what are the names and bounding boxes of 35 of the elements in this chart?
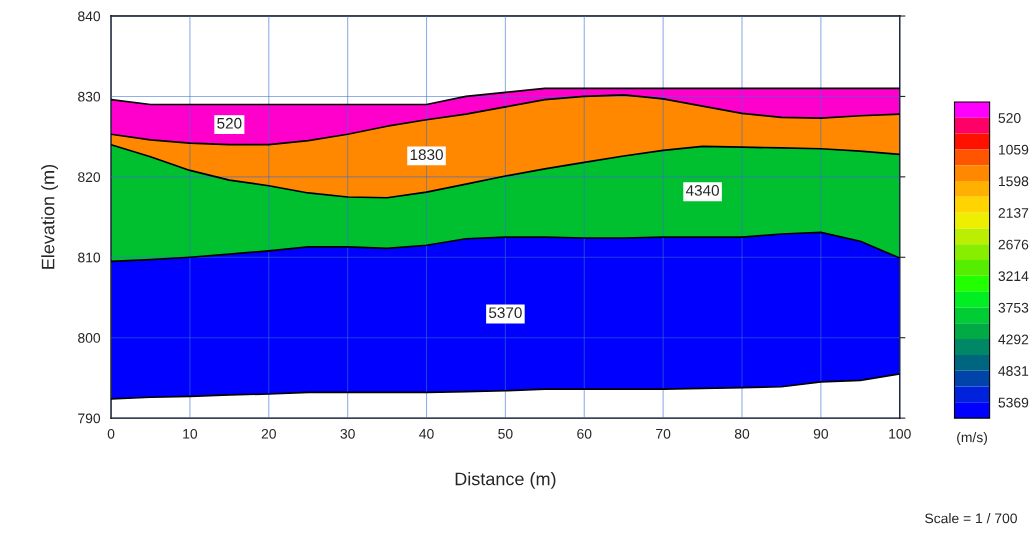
- color-bar-label: 520: [998, 113, 1021, 123]
- y-tick-label: 840: [78, 11, 101, 22]
- color-bar-label: 3214: [998, 271, 1029, 282]
- color-bar-label: 5369: [998, 397, 1029, 408]
- x-tick-label: 50: [498, 428, 513, 439]
- y-tick-label: 790: [78, 413, 101, 424]
- text: Scale = 1 / 700: [925, 513, 1017, 524]
- x-tick-label: 40: [419, 428, 434, 439]
- color-bar-label: 1059: [999, 144, 1029, 155]
- y-tick-label: 830: [78, 91, 101, 102]
- color-bar-label: 4292: [998, 334, 1029, 345]
- series-label: 520: [217, 117, 242, 129]
- series-label: 1830: [410, 149, 443, 161]
- series-label: 4340: [685, 185, 719, 196]
- y-axis-title: Elevation (m): [41, 165, 59, 269]
- color-bar-label: 3753: [998, 302, 1029, 313]
- x-tick-label: 10: [183, 428, 198, 439]
- x-tick-label: 80: [734, 428, 750, 439]
- color-bar-label: 1598: [999, 176, 1029, 187]
- x-tick-label: 20: [261, 428, 276, 439]
- x-axis-title: Distance (m): [455, 472, 556, 489]
- x-tick-label: 100: [889, 428, 911, 439]
- series-label: 5370: [489, 307, 522, 319]
- x-tick-label: 60: [577, 428, 592, 439]
- y-tick-label: 820: [78, 172, 101, 183]
- x-tick-label: 70: [656, 428, 671, 439]
- color-bar-label: 2676: [998, 239, 1029, 250]
- x-tick-label: 0: [107, 428, 115, 439]
- color-bar-label: 4831: [998, 366, 1029, 376]
- x-tick-label: 90: [813, 428, 829, 439]
- color-bar-title: (m/s): [957, 432, 987, 445]
- x-tick-label: 30: [340, 428, 355, 439]
- y-tick-label: 800: [78, 333, 101, 343]
- color-bar-label: 2137: [998, 208, 1029, 218]
- y-tick-label: 810: [78, 252, 101, 263]
